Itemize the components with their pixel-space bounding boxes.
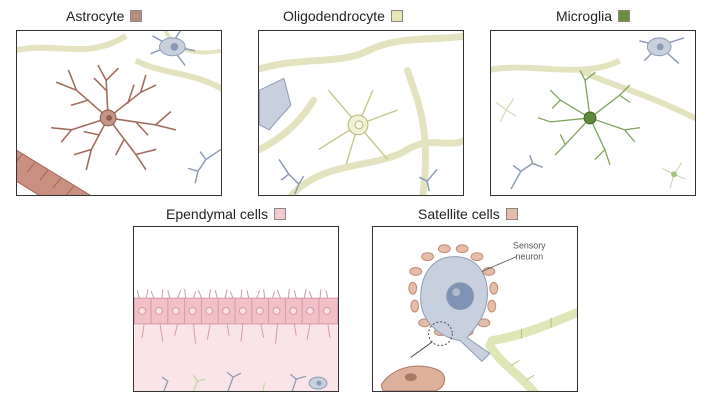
satellite-title: Satellite cells (418, 206, 500, 222)
ependymal-label: Ependymal cells (166, 206, 286, 222)
oligodendrocyte-title: Oligodendrocyte (283, 8, 385, 24)
astrocyte-label: Astrocyte (66, 8, 143, 24)
astrocyte-illustration (17, 31, 221, 195)
satellite-color-swatch (505, 208, 518, 220)
satellite-panel: Sensory neuron (372, 226, 578, 392)
microglia-label: Microglia (556, 8, 631, 24)
astrocyte-title: Astrocyte (66, 8, 125, 24)
ependymal-illustration (134, 289, 338, 391)
microglia-title: Microglia (556, 8, 613, 24)
sensory-neuron-line2: neuron (516, 252, 544, 262)
ependymal-color-swatch (273, 208, 286, 220)
sensory-neuron-line1: Sensory (513, 241, 546, 251)
astrocyte-color-swatch (130, 10, 143, 22)
oligodendrocyte-color-swatch (390, 10, 403, 22)
oligodendrocyte-panel (258, 30, 464, 196)
satellite-label: Satellite cells (418, 206, 518, 222)
oligodendrocyte-label: Oligodendrocyte (283, 8, 403, 24)
satellite-illustration: Sensory neuron (380, 241, 577, 391)
oligodendrocyte-illustration (259, 32, 463, 195)
astrocyte-panel (16, 30, 222, 196)
ependymal-title: Ependymal cells (166, 206, 268, 222)
microglia-illustration (491, 37, 695, 190)
microglia-panel (490, 30, 696, 196)
ependymal-panel (133, 226, 339, 392)
microglia-color-swatch (618, 10, 631, 22)
